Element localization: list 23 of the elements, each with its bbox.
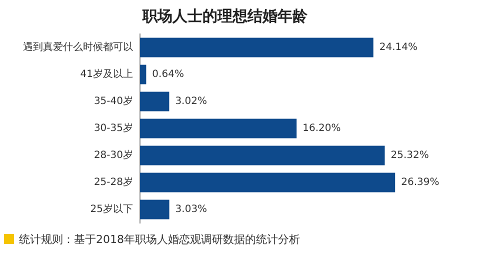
y-tick-label: 25岁以下 <box>90 203 133 216</box>
y-tick-label: 41岁及以上 <box>80 68 133 80</box>
y-tick-label: 30-35岁 <box>94 122 133 134</box>
data-label: 0.64% <box>152 69 184 80</box>
bar <box>140 64 146 84</box>
data-label: 3.03% <box>175 204 208 216</box>
data-label: 24.14% <box>379 42 418 54</box>
y-tick-label: 28-30岁 <box>94 149 133 162</box>
bar <box>140 38 374 58</box>
bar <box>140 146 385 166</box>
y-tick-label: 35-40岁 <box>94 95 133 108</box>
bar <box>140 92 170 112</box>
bar <box>140 172 396 192</box>
chart-title: 职场人士的理想结婚年龄 <box>142 6 308 25</box>
data-label: 16.20% <box>302 123 341 134</box>
bar <box>140 200 170 220</box>
data-label: 25.32% <box>390 150 429 162</box>
bar <box>140 118 297 138</box>
data-label: 3.02% <box>175 96 207 108</box>
text: 统计规则：基于2018年职场人婚恋观调研数据的统计分析 <box>19 232 300 246</box>
data-label: 26.39% <box>401 177 440 188</box>
y-tick-label: 遇到真爱什么时候都可以 <box>23 41 133 54</box>
y-tick-label: 25-28岁 <box>94 176 133 188</box>
